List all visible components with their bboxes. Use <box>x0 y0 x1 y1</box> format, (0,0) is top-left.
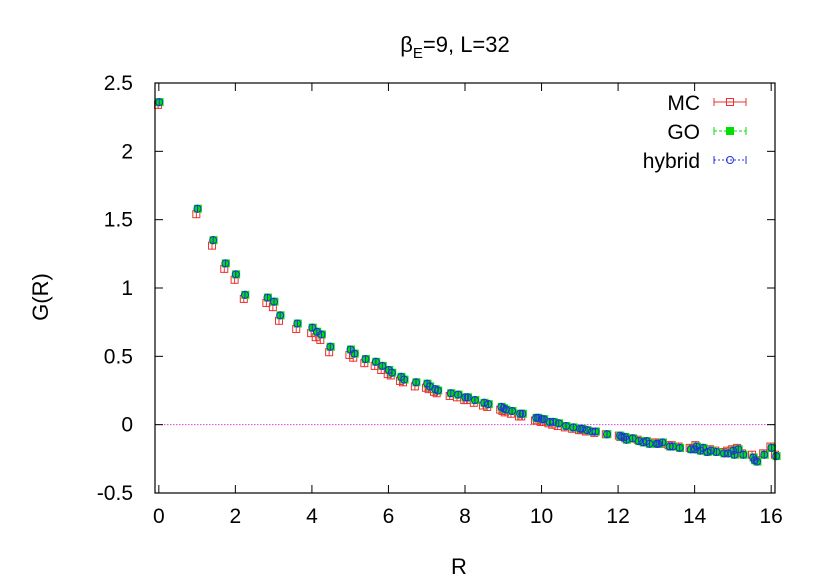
x-tick-label: 14 <box>683 505 707 528</box>
legend-label: hybrid <box>643 150 700 173</box>
x-tick-label: 12 <box>606 505 629 528</box>
data-point <box>231 270 240 279</box>
plot-frame <box>154 82 776 494</box>
data-point <box>518 409 527 418</box>
y-tick-label: 1 <box>121 277 133 300</box>
x-tick-label: 4 <box>306 505 318 528</box>
data-point <box>707 446 716 455</box>
data-point <box>461 393 470 402</box>
y-tick-label: 1.5 <box>104 209 133 232</box>
y-tick-label: 2 <box>121 140 133 163</box>
data-point <box>499 404 508 413</box>
chart-title: βE=9, L=32 <box>400 32 510 62</box>
data-point <box>750 456 759 465</box>
data-point <box>155 98 164 107</box>
x-tick-label: 0 <box>153 505 165 528</box>
title-rest: =9, L=32 <box>423 32 510 57</box>
data-point <box>400 375 409 384</box>
points-layer <box>154 98 781 466</box>
data-point <box>591 427 600 436</box>
data-point <box>583 426 592 435</box>
x-tick-label: 8 <box>459 505 471 528</box>
x-tick-label: 16 <box>759 505 782 528</box>
data-point <box>276 311 285 320</box>
ticks-layer: 0 2 4 6 8 10 12 14 16 -0.5 0 0.5 1 1.5 2 2.5 <box>97 72 783 528</box>
data-point <box>433 386 442 395</box>
data-point <box>221 259 230 268</box>
data-point <box>293 319 302 328</box>
data-point <box>312 327 321 336</box>
data-point <box>497 402 506 411</box>
data-point <box>446 389 455 398</box>
data-point <box>378 361 387 370</box>
data-point <box>675 443 684 452</box>
data-point <box>772 452 781 461</box>
y-axis-label: G(R) <box>28 273 53 321</box>
data-point <box>720 449 729 458</box>
title-subscript: E <box>413 45 423 62</box>
x-tick-label: 2 <box>230 505 242 528</box>
legend-label: MC <box>667 92 700 115</box>
data-point <box>729 446 738 455</box>
data-point <box>516 409 525 418</box>
data-point <box>317 330 326 339</box>
y-tick-label: -0.5 <box>97 482 133 505</box>
data-point <box>549 417 558 426</box>
data-point <box>193 204 202 213</box>
data-point <box>480 398 489 407</box>
legend: MC GO hybrid <box>643 92 747 173</box>
data-point <box>308 323 317 332</box>
data-point <box>270 297 279 306</box>
legend-marker <box>726 127 734 135</box>
data-point <box>501 405 510 414</box>
x-tick-label: 10 <box>530 505 553 528</box>
y-tick-label: 2.5 <box>104 72 133 95</box>
data-point <box>658 438 667 447</box>
title-beta: β <box>400 32 413 57</box>
data-point <box>554 419 563 428</box>
data-point <box>361 355 370 364</box>
data-point <box>654 439 663 448</box>
y-tick-label: 0.5 <box>104 345 133 368</box>
legend-marker <box>726 98 734 106</box>
data-point <box>734 445 743 454</box>
data-point <box>387 368 396 377</box>
data-point <box>263 293 272 302</box>
data-point <box>739 450 748 459</box>
data-point <box>616 431 624 440</box>
y-tick-label: 0 <box>121 414 133 437</box>
data-point <box>622 435 631 444</box>
data-point <box>209 236 218 245</box>
data-point <box>562 422 571 431</box>
data-point <box>753 457 762 466</box>
data-point <box>454 390 463 399</box>
data-point <box>350 349 359 358</box>
data-point <box>508 407 517 415</box>
data-point <box>699 443 708 452</box>
data-point <box>578 424 587 433</box>
data-point <box>730 450 739 459</box>
data-point <box>760 450 769 459</box>
data-point <box>724 449 733 458</box>
x-axis-label: R <box>451 554 467 579</box>
data-point <box>484 400 493 409</box>
legend-label: GO <box>667 121 700 144</box>
data-point <box>634 437 643 446</box>
data-point <box>326 342 335 351</box>
legend-marker <box>726 156 734 164</box>
data-point <box>712 448 721 456</box>
data-point <box>423 379 432 388</box>
data-point <box>602 430 611 439</box>
data-point <box>412 378 421 387</box>
data-point <box>371 357 380 366</box>
series-hybrid <box>155 98 781 466</box>
data-point <box>470 396 479 405</box>
x-tick-label: 6 <box>383 505 395 528</box>
data-point <box>240 290 249 299</box>
data-point <box>463 393 472 402</box>
